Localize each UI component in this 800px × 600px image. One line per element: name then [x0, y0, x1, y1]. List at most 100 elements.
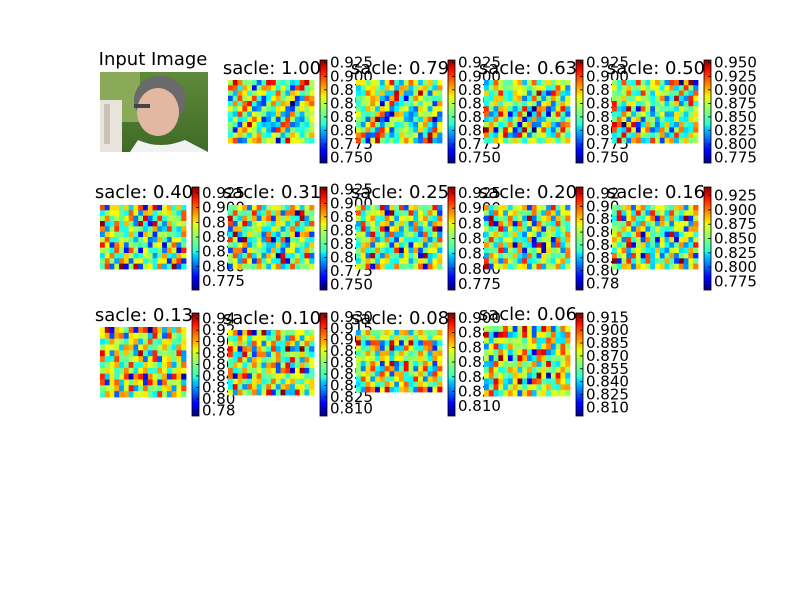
- heatmap-cell: [375, 90, 381, 97]
- heatmap-cell: [181, 226, 187, 233]
- heatmap-cell: [394, 340, 400, 346]
- heatmap-cell: [631, 116, 637, 123]
- heatmap-cell: [512, 384, 518, 391]
- heatmap-cell: [261, 226, 267, 233]
- heatmap-cell: [640, 80, 646, 86]
- heatmap-cell: [309, 247, 315, 254]
- heatmap-cell: [418, 376, 424, 383]
- heatmap-cell: [422, 116, 429, 123]
- heatmap-cell: [365, 210, 371, 217]
- heatmap-cell: [285, 357, 291, 363]
- heatmap-cell: [176, 231, 182, 238]
- heatmap-cell: [626, 90, 632, 97]
- heatmap-cell: [379, 350, 386, 357]
- heatmap-cell: [370, 122, 376, 128]
- colorbar-tick-label: 0.810: [586, 398, 629, 416]
- heatmap-cell: [432, 205, 438, 211]
- heatmap-cell: [138, 215, 144, 222]
- heatmap-cell: [413, 340, 419, 346]
- heatmap-cell: [688, 95, 694, 102]
- heatmap-cell: [560, 231, 566, 238]
- heatmap-cell: [237, 373, 243, 380]
- heatmap-cell: [251, 231, 258, 238]
- heatmap-cell: [427, 355, 433, 362]
- heatmap-cell: [678, 231, 685, 238]
- colorbar-tick-label: 0.930: [330, 308, 373, 326]
- heatmap-cell: [162, 362, 168, 369]
- heatmap-cell: [285, 247, 291, 254]
- heatmap-cell: [560, 247, 566, 254]
- heatmap-cell: [522, 326, 528, 333]
- heatmap-cell: [612, 116, 618, 123]
- heatmap-cell: [280, 357, 286, 363]
- heatmap-cell: [166, 242, 173, 249]
- heatmap-cell: [546, 132, 552, 139]
- heatmap-cell: [560, 111, 566, 118]
- heatmap-cell: [251, 221, 258, 227]
- heatmap-cell: [261, 258, 267, 265]
- heatmap-cell: [555, 242, 561, 249]
- heatmap-cell: [408, 226, 414, 233]
- heatmap-cell: [360, 80, 366, 86]
- colorbar-tick-label: 0.870: [586, 347, 629, 365]
- heatmap-cell: [104, 231, 110, 238]
- heatmap-cell: [375, 80, 381, 86]
- heatmap-cell: [271, 132, 277, 139]
- heatmap-cell: [683, 137, 689, 144]
- heatmap-cell: [669, 127, 675, 133]
- heatmap-cell: [251, 90, 258, 97]
- heatmap-cell: [565, 366, 571, 374]
- heatmap-cell: [247, 373, 253, 380]
- heatmap-cell: [143, 373, 149, 380]
- heatmap-cell: [138, 373, 144, 380]
- heatmap-cell: [261, 231, 267, 238]
- heatmap-cell: [517, 90, 523, 97]
- heatmap-cell: [251, 357, 258, 363]
- heatmap-cell: [565, 122, 571, 128]
- heatmap-cell: [394, 355, 400, 362]
- colorbar-8: [575, 186, 584, 291]
- heatmap-cell: [114, 242, 120, 249]
- heatmap-cell: [133, 215, 139, 222]
- heatmap-cell: [664, 80, 670, 86]
- heatmap-cell: [560, 226, 566, 233]
- heatmap-cell: [133, 231, 139, 238]
- heatmap-cell: [626, 132, 632, 139]
- heatmap-cell: [422, 101, 429, 107]
- heatmap-cell: [550, 210, 557, 217]
- heatmap-cell: [133, 327, 139, 334]
- heatmap-cell: [309, 80, 315, 86]
- colorbar-12: [447, 312, 456, 417]
- heatmap-cell: [555, 349, 561, 356]
- heatmap-cell: [560, 122, 566, 128]
- heatmap-cell: [621, 242, 627, 249]
- heatmap-cell: [247, 127, 253, 133]
- heatmap-cell: [432, 90, 438, 97]
- heatmap-cell: [522, 205, 528, 211]
- heatmap-cell: [176, 226, 182, 233]
- heatmap-cell: [626, 122, 632, 128]
- heatmap-cell: [432, 122, 438, 128]
- heatmap-cell: [237, 367, 243, 374]
- heatmap-cell: [309, 210, 315, 217]
- heatmap-cell: [403, 330, 409, 336]
- heatmap-cell: [560, 366, 566, 374]
- heatmap-cell: [403, 340, 409, 346]
- heatmap-cell: [565, 378, 571, 385]
- heatmap-cell: [674, 80, 680, 86]
- heatmap-cell: [389, 215, 395, 222]
- heatmap-cell: [432, 258, 438, 265]
- heatmap-cell: [162, 367, 168, 375]
- colorbar-tick-label: 0.750: [458, 149, 501, 167]
- heatmap-cell: [418, 111, 424, 118]
- heatmap-cell: [290, 237, 296, 243]
- heatmap-cell: [266, 116, 272, 123]
- heatmap-cell: [531, 231, 537, 238]
- heatmap-cell: [251, 137, 258, 144]
- heatmap-cell: [266, 367, 272, 374]
- heatmap-cell: [512, 122, 518, 128]
- heatmap-cell: [631, 231, 637, 238]
- heatmap-cell: [360, 116, 366, 123]
- heatmap-cell: [555, 101, 561, 107]
- heatmap-cell: [309, 95, 315, 102]
